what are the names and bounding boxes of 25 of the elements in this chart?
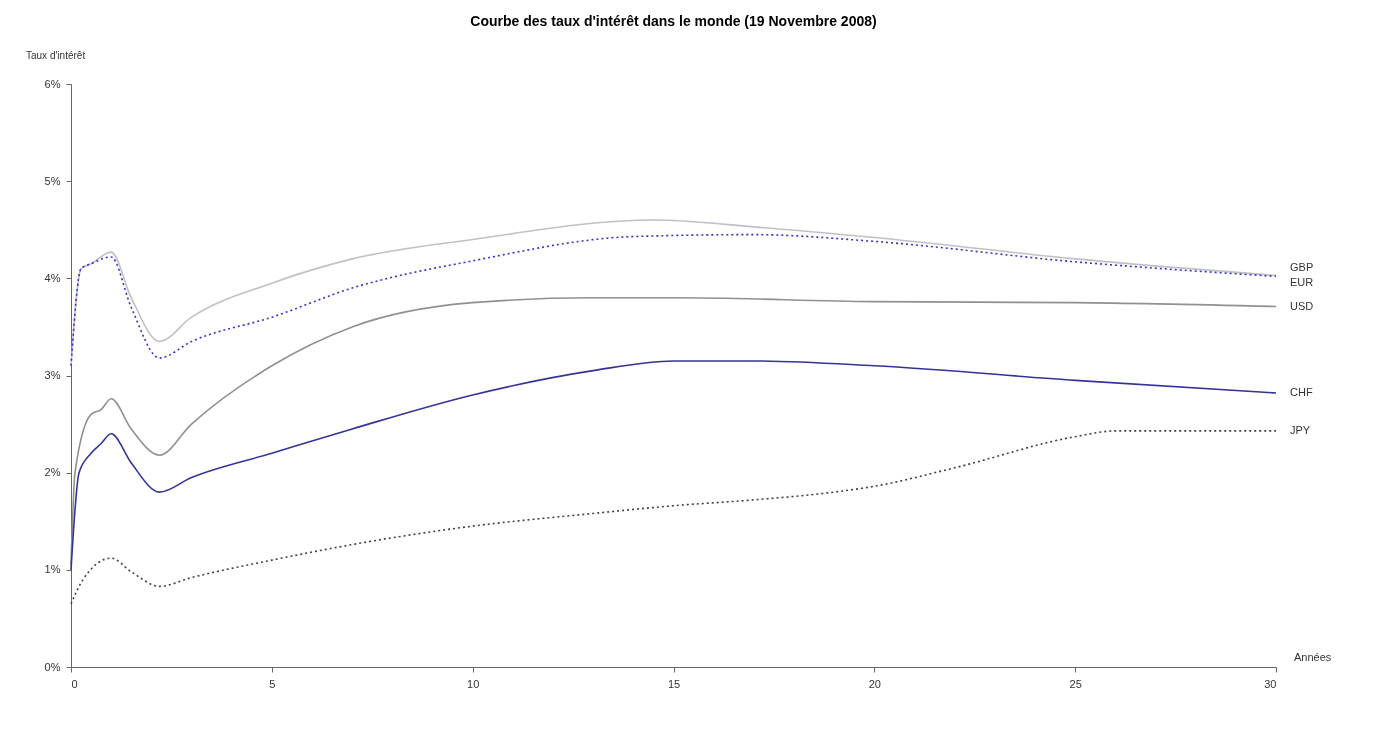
y-tick-label: 0% <box>44 660 61 673</box>
x-axis-title: Années <box>1294 651 1332 663</box>
y-axis-title: Taux d'intérêt <box>26 50 86 61</box>
x-tick-label: 15 <box>667 677 681 690</box>
x-tick-label: 10 <box>467 677 480 690</box>
series-label: GBP <box>1290 261 1314 274</box>
series-label: EUR <box>1290 276 1314 289</box>
y-tick-label: 6% <box>44 77 61 90</box>
series-label: JPY <box>1290 423 1311 436</box>
y-tick-label: 3% <box>44 369 61 381</box>
y-tick-label: 1% <box>44 563 61 576</box>
series-label: USD <box>1290 299 1314 312</box>
line-series <box>70 430 1277 605</box>
x-tick-label: 5 <box>269 677 276 690</box>
y-tick-label: 4% <box>44 271 61 284</box>
x-tick-label: 20 <box>868 677 881 690</box>
y-tick-label: 5% <box>44 174 61 187</box>
line-series <box>70 360 1277 571</box>
y-tick-label: 2% <box>44 466 61 479</box>
x-tick-label: 30 <box>1264 677 1277 690</box>
series-label: CHF <box>1290 385 1313 398</box>
x-tick-label: 0 <box>71 677 78 690</box>
line-series <box>70 296 1277 566</box>
x-tick-label: 25 <box>1069 677 1082 690</box>
chart-title: Courbe des taux d'intérêt dans le monde (19 Novembre 2008) <box>470 13 877 29</box>
